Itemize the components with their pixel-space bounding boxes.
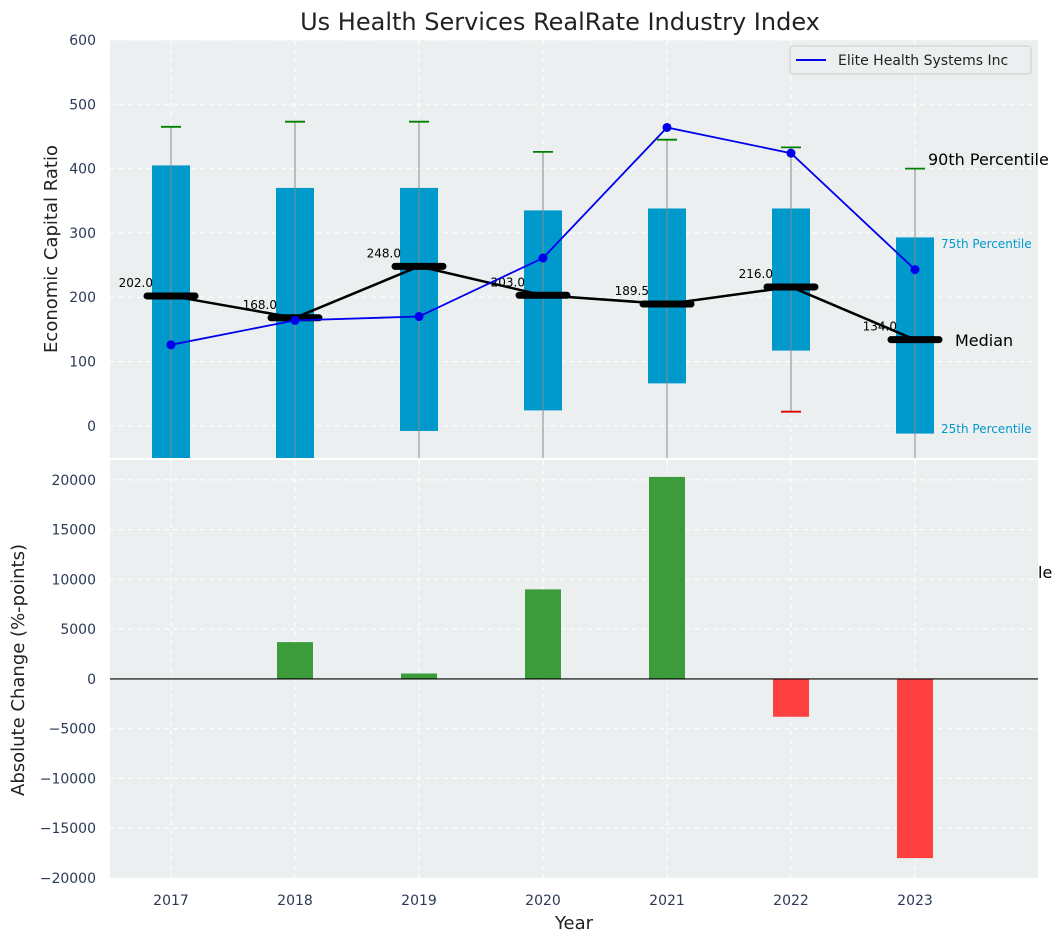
change-bar-panel: −20000 −15000 −10000 −5000 0 5000 10000 15000 20… (40, 460, 1038, 909)
change-bar-2019 (401, 673, 437, 679)
median-value-label: 189.5 (615, 284, 649, 298)
company-point-2023 (910, 265, 920, 275)
company-point-2021 (662, 122, 672, 132)
company-point-2020 (538, 253, 548, 263)
legend: Elite Health Systems Inc (789, 45, 1032, 75)
change-bar-2023 (897, 678, 933, 859)
edge-clipped-text: le (1038, 563, 1052, 582)
x-axis-label: Year (554, 913, 594, 934)
legend-label: Elite Health Systems Inc (838, 53, 1008, 69)
bottom-y-tick-label: 20000 (51, 473, 96, 489)
change-bar-2021 (649, 476, 685, 679)
annotation-75th-percentile: 75th Percentile (941, 237, 1032, 251)
annotation-25th-percentile: 25th Percentile (941, 422, 1032, 436)
company-point-2017 (166, 340, 176, 350)
top-y-tick-label: 400 (69, 162, 96, 178)
company-point-2019 (414, 312, 424, 322)
median-value-label: 202.0 (119, 276, 153, 290)
company-point-2022 (786, 148, 796, 158)
top-y-tick-label: 0 (87, 419, 96, 435)
x-tick-label: 2017 (153, 893, 189, 909)
top-y-tick-label: 100 (69, 355, 96, 371)
change-bar-2018 (277, 642, 313, 679)
bottom-y-tick-label: −20000 (40, 871, 96, 887)
top-y-tick-label: 600 (69, 33, 96, 49)
bottom-y-tick-label: −10000 (40, 771, 96, 787)
x-tick-label: 2018 (277, 893, 313, 909)
bottom-y-tick-label: −5000 (49, 722, 96, 738)
annotation-90th-percentile: 90th Percentile (928, 150, 1049, 169)
top-y-tick-label: 300 (69, 226, 96, 242)
bottom-y-tick-label: 0 (87, 672, 96, 688)
bottom-y-tick-label: 15000 (51, 523, 96, 539)
legend-box (789, 45, 1032, 75)
top-y-tick-label: 500 (69, 97, 96, 113)
box-plot-panel: 0 100 200 300 400 500 600 202.0 168.0 248.0 203.0 1… (69, 33, 1038, 458)
median-value-label: 248.0 (367, 246, 401, 260)
median-value-label: 203.0 (491, 275, 525, 289)
bottom-y-tick-label: −15000 (40, 821, 96, 837)
median-value-label: 216.0 (739, 267, 773, 281)
x-tick-label: 2019 (401, 893, 437, 909)
bottom-y-tick-label: 10000 (51, 572, 96, 588)
top-y-tick-label: 200 (69, 290, 96, 306)
median-value-label: 168.0 (243, 298, 277, 312)
top-y-axis-label: Economic Capital Ratio (41, 145, 62, 353)
median-value-label: 134.0 (863, 320, 897, 334)
bottom-y-tick-label: 5000 (60, 622, 96, 638)
change-bar-2020 (525, 589, 561, 679)
x-tick-label: 2021 (649, 893, 685, 909)
top-plot-area (110, 40, 1038, 458)
x-tick-label: 2022 (773, 893, 809, 909)
bottom-y-axis-label: Absolute Change (%-points) (8, 544, 29, 796)
x-tick-label: 2023 (897, 893, 933, 909)
annotation-median: Median (955, 331, 1013, 350)
chart-title: Us Health Services RealRate Industry Ind… (300, 8, 820, 36)
x-tick-label: 2020 (525, 893, 561, 909)
company-point-2018 (290, 315, 300, 325)
change-bar-2022 (773, 678, 809, 717)
